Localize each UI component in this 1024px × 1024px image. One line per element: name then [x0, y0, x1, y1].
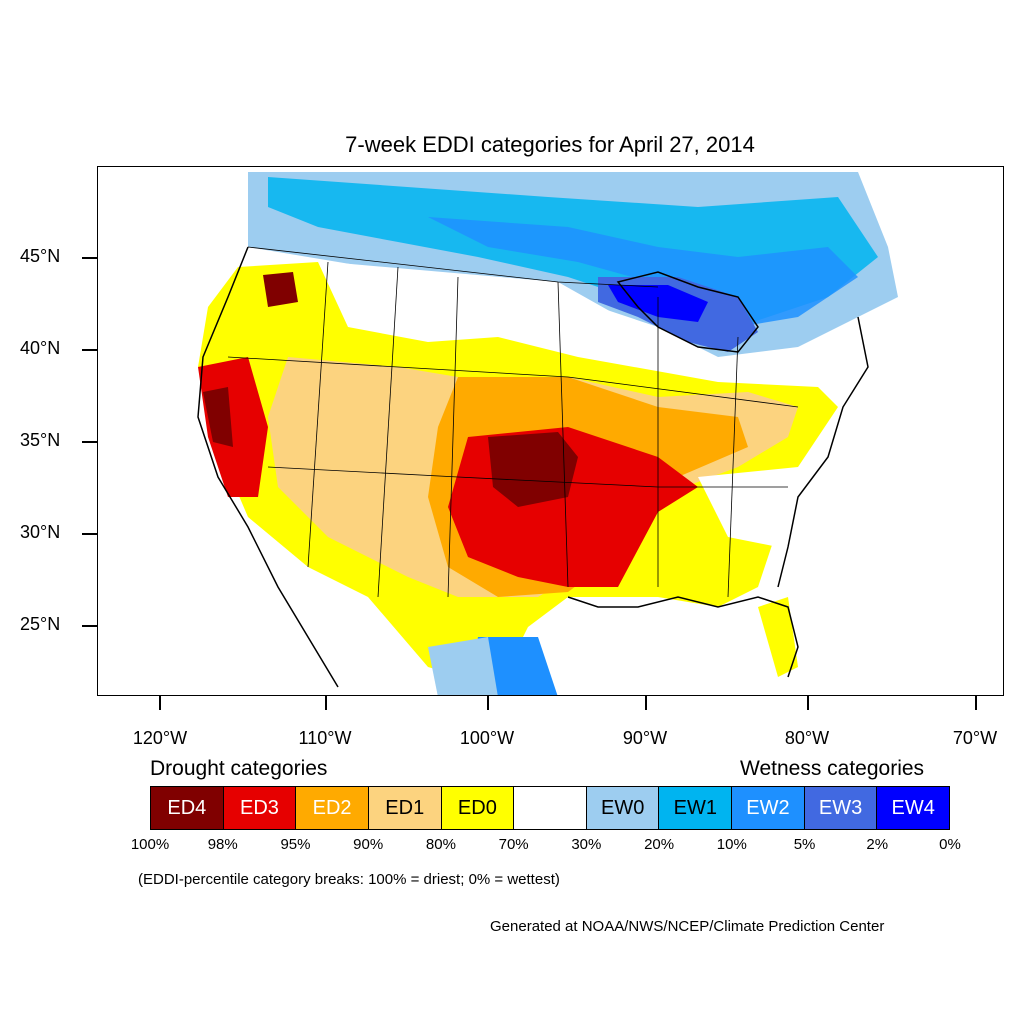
lat-tick	[82, 257, 97, 259]
region-oregon-ed4	[263, 272, 298, 307]
wetness-heading: Wetness categories	[740, 757, 925, 780]
region-california-ed4	[203, 387, 233, 447]
lon-label-110: 110°W	[298, 728, 352, 748]
legend-box-ew0: EW0	[586, 787, 660, 829]
coastlines	[197, 246, 869, 688]
percentile-label: 98%	[207, 836, 238, 853]
percentile-label: 2%	[866, 836, 889, 853]
lat-label-25: 25°N	[20, 614, 61, 634]
percentile-label: 5%	[793, 836, 816, 853]
region-canada-wet-ew2	[428, 217, 858, 327]
category-legend: ED4 ED3 ED2 ED1 ED0 EW0 EW1 EW2 EW3 EW4	[150, 786, 950, 830]
region-kansas-ed4	[488, 432, 578, 507]
region-florida-ed0	[758, 597, 798, 677]
legend-box-ed4: ED4	[151, 787, 224, 829]
legend-box-ed3: ED3	[223, 787, 297, 829]
lon-label-80: 80°W	[784, 728, 830, 748]
lat-tick	[82, 349, 97, 351]
legend-box-ed0: ED0	[441, 787, 515, 829]
percentile-label: 80%	[425, 836, 456, 853]
percentile-label: 30%	[571, 836, 602, 853]
eddi-map	[197, 172, 898, 695]
percentile-label: 10%	[716, 836, 747, 853]
category-note: (EDDI-percentile category breaks: 100% =…	[138, 871, 560, 888]
legend-box-ew1: EW1	[659, 787, 733, 829]
legend-box-ew4: EW4	[877, 787, 950, 829]
lat-tick	[82, 625, 97, 627]
lon-tick	[159, 696, 161, 710]
percentile-label: 0%	[939, 836, 961, 853]
map-panel	[97, 166, 1004, 696]
lat-label-45: 45°N	[20, 246, 61, 266]
lat-tick	[82, 441, 97, 443]
region-north-neutral	[328, 262, 658, 372]
lon-label-120: 120°W	[132, 728, 188, 748]
state-borders	[227, 246, 799, 598]
region-gulf-wet-2	[428, 637, 498, 695]
lon-label-100: 100°W	[459, 728, 515, 748]
lon-tick	[645, 696, 647, 710]
lat-label-35: 35°N	[20, 430, 61, 450]
percentile-label: 20%	[644, 836, 675, 853]
lat-tick	[82, 533, 97, 535]
percentile-label: 90%	[353, 836, 384, 853]
legend-box-ew2: EW2	[732, 787, 805, 829]
percentile-label: 70%	[498, 836, 529, 853]
lon-tick	[487, 696, 489, 710]
lat-label-40: 40°N	[20, 338, 61, 358]
lon-tick	[807, 696, 809, 710]
percentile-label: 95%	[280, 836, 311, 853]
legend-box-ed2: ED2	[296, 787, 369, 829]
lon-label-70: 70°W	[952, 728, 998, 748]
map-title: 7-week EDDI categories for April 27, 201…	[345, 132, 755, 157]
lat-label-30: 30°N	[20, 522, 61, 542]
lon-tick	[325, 696, 327, 710]
percentile-label: 100%	[130, 836, 170, 853]
lon-label-90: 90°W	[622, 728, 668, 748]
legend-box-ew3: EW3	[804, 787, 878, 829]
legend-box-neutral	[514, 787, 587, 829]
legend-box-ed1: ED1	[368, 787, 442, 829]
lon-tick	[975, 696, 977, 710]
drought-heading: Drought categories	[150, 757, 328, 780]
credit-line: Generated at NOAA/NWS/NCEP/Climate Predi…	[490, 918, 885, 935]
